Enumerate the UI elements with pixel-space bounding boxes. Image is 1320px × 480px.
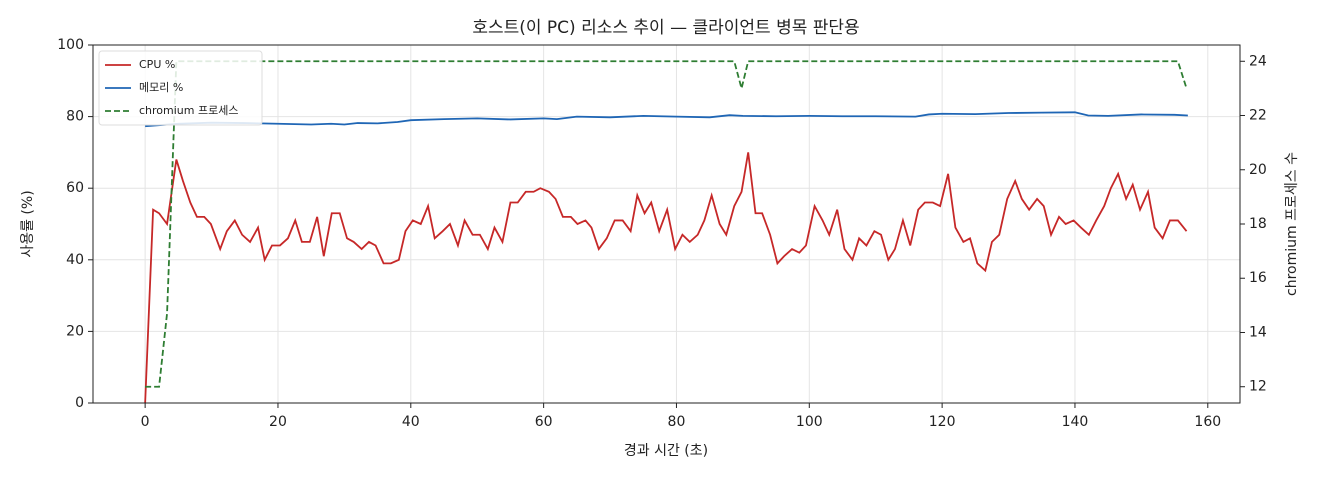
legend-box: [98, 50, 263, 126]
legend-label: CPU %: [139, 58, 175, 71]
y-tick-label: 20: [66, 323, 84, 339]
x-tick-label: 0: [141, 414, 150, 430]
x-tick-label: 80: [668, 414, 686, 430]
x-axis-label: 경과 시간 (초): [624, 443, 708, 459]
y2-tick-label: 20: [1249, 162, 1267, 178]
y-tick-label: 0: [75, 395, 84, 411]
legend: CPU % 메모리 % chromium 프로세스: [98, 50, 263, 126]
x-tick-label: 160: [1194, 414, 1221, 430]
chart-title: 호스트(이 PC) 리소스 추이 — 클라이언트 병목 판단용: [472, 18, 859, 38]
plot-frame: [92, 44, 1241, 404]
x-tick-label: 60: [535, 414, 553, 430]
data-line: [144, 152, 1188, 404]
data-line: [145, 60, 1188, 388]
x-tick-label: 140: [1062, 414, 1089, 430]
y2-tick-label: 12: [1249, 379, 1267, 395]
y2-tick-label: 24: [1249, 53, 1267, 69]
y-axis-label: 사용률 (%): [20, 190, 36, 257]
x-tick-label: 120: [929, 414, 956, 430]
y-tick-label: 40: [66, 252, 84, 268]
x-tick-label: 100: [796, 414, 823, 430]
legend-label: chromium 프로세스: [139, 104, 238, 117]
y2-tick-label: 18: [1249, 216, 1267, 232]
legend-label: 메모리 %: [139, 81, 183, 94]
y-tick-label: 100: [57, 37, 84, 53]
y-tick-label: 60: [66, 180, 84, 196]
x-tick-label: 40: [402, 414, 420, 430]
y2-tick-label: 16: [1249, 270, 1267, 286]
y-tick-label: 80: [66, 109, 84, 125]
y2-tick-label: 14: [1249, 324, 1267, 340]
data-line: [145, 111, 1188, 128]
y2-tick-label: 22: [1249, 108, 1267, 124]
x-tick-label: 20: [269, 414, 287, 430]
y2-axis-label: chromium 프로세스 수: [1284, 152, 1300, 296]
